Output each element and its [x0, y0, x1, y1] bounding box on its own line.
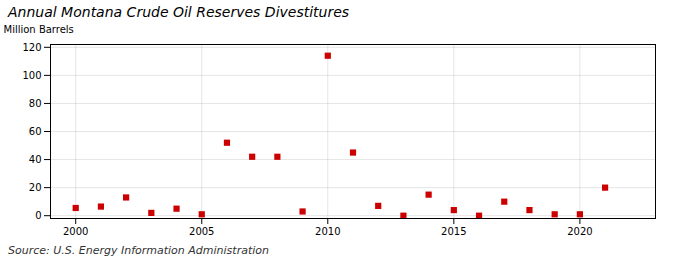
- svg-text:100: 100: [22, 70, 41, 81]
- svg-text:2010: 2010: [315, 226, 340, 237]
- svg-text:2005: 2005: [189, 226, 214, 237]
- svg-text:0: 0: [35, 210, 41, 221]
- svg-text:2015: 2015: [441, 226, 466, 237]
- svg-text:40: 40: [29, 154, 42, 165]
- svg-text:60: 60: [29, 126, 42, 137]
- svg-text:20: 20: [29, 182, 42, 193]
- svg-text:120: 120: [22, 42, 41, 53]
- html-text:Source: U.S. Energy Informatio: Source: U.S. Energy Information Administ…: [8, 244, 269, 257]
- svg-text:80: 80: [29, 98, 42, 109]
- svg-text:2000: 2000: [63, 226, 88, 237]
- html-text:Annual Montana Crude Oil Reser: Annual Montana Crude Oil Reserves Divest…: [8, 4, 350, 20]
- svg-text:2020: 2020: [567, 226, 592, 237]
- svg-text:Million Barrels: Million Barrels: [4, 24, 74, 35]
